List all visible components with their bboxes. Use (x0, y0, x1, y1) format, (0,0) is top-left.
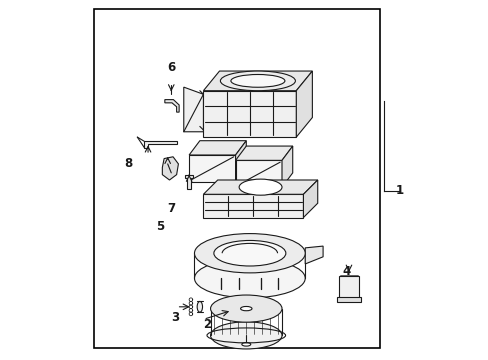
Polygon shape (189, 141, 246, 155)
Text: 8: 8 (124, 157, 132, 170)
Text: 3: 3 (170, 311, 179, 324)
Polygon shape (203, 91, 296, 137)
Text: 1: 1 (395, 184, 403, 197)
Ellipse shape (210, 295, 282, 322)
Polygon shape (203, 194, 303, 217)
Ellipse shape (194, 234, 305, 273)
Ellipse shape (230, 75, 285, 87)
Polygon shape (189, 155, 235, 182)
Ellipse shape (194, 258, 305, 298)
Ellipse shape (220, 71, 295, 91)
Polygon shape (184, 175, 193, 189)
Polygon shape (303, 180, 317, 217)
Polygon shape (203, 71, 312, 91)
Polygon shape (305, 246, 323, 264)
Ellipse shape (239, 179, 282, 195)
Ellipse shape (197, 301, 202, 312)
Bar (337, 297, 360, 302)
Text: 7: 7 (167, 202, 175, 215)
Ellipse shape (210, 322, 282, 349)
Text: 2: 2 (203, 318, 211, 331)
Text: 5: 5 (156, 220, 164, 233)
Polygon shape (203, 180, 317, 194)
Text: 6: 6 (167, 61, 175, 74)
Polygon shape (235, 141, 246, 182)
Polygon shape (183, 87, 203, 132)
Polygon shape (296, 71, 312, 137)
Bar (339, 276, 358, 298)
Polygon shape (164, 100, 179, 112)
Ellipse shape (240, 306, 251, 311)
Polygon shape (144, 141, 176, 148)
Ellipse shape (213, 240, 285, 266)
Polygon shape (282, 146, 292, 187)
Bar (94, 9, 380, 348)
Text: 4: 4 (342, 265, 350, 278)
Polygon shape (162, 157, 178, 180)
Polygon shape (235, 146, 292, 160)
Ellipse shape (242, 342, 250, 346)
Polygon shape (235, 160, 282, 187)
